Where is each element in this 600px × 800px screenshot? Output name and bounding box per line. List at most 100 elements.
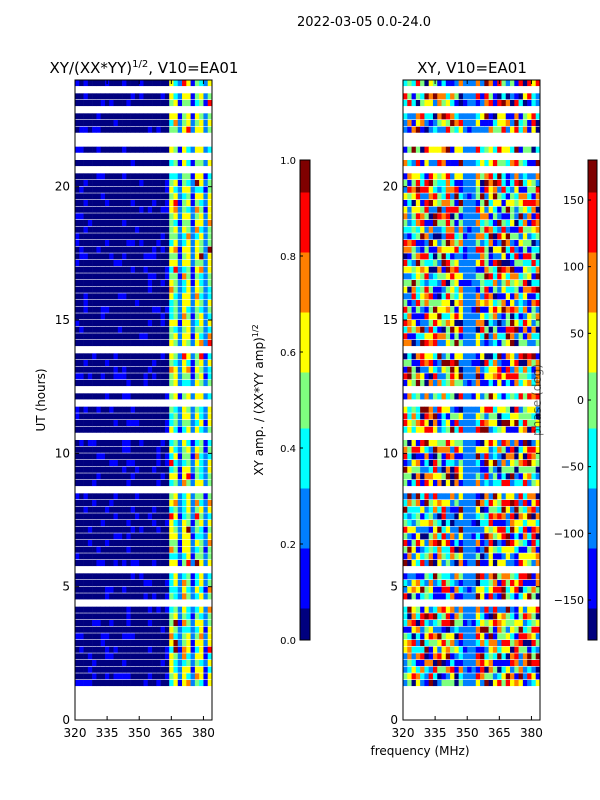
heatmap-cell <box>432 673 438 680</box>
heatmap-cell <box>467 466 472 473</box>
heatmap-cell <box>475 260 481 267</box>
heatmap-cell <box>407 560 412 567</box>
heatmap-cell <box>203 120 209 127</box>
colorbar-segment <box>300 276 310 281</box>
colorbar-segment <box>300 340 310 345</box>
heatmap-cell <box>173 173 179 180</box>
heatmap-cell <box>450 440 455 447</box>
heatmap-cell <box>458 266 464 273</box>
heatmap-cell <box>83 100 89 107</box>
heatmap-cell <box>424 633 429 640</box>
heatmap-cell <box>207 353 213 360</box>
heatmap-cell <box>160 606 166 613</box>
heatmap-cell <box>450 246 455 253</box>
heatmap-cell <box>173 200 179 207</box>
heatmap-cell <box>96 320 101 327</box>
heatmap-cell <box>186 580 191 587</box>
heatmap-cell <box>199 260 204 267</box>
heatmap-cell <box>471 673 477 680</box>
heatmap-cell <box>100 586 106 593</box>
heatmap-cell <box>152 320 157 327</box>
heatmap-cell <box>190 446 196 453</box>
heatmap-cell <box>535 233 541 240</box>
heatmap-cell <box>462 200 468 207</box>
heatmap-cell <box>199 506 204 513</box>
heatmap-cell <box>407 253 412 260</box>
heatmap-cell <box>450 180 455 187</box>
heatmap-cell <box>122 253 127 260</box>
heatmap-cell <box>527 413 532 420</box>
heatmap-cell <box>134 420 140 427</box>
heatmap-cell <box>475 646 481 653</box>
colorbar-segment <box>300 252 310 257</box>
heatmap-cell <box>480 586 485 593</box>
heatmap-cell <box>471 446 477 453</box>
heatmap-cell <box>501 233 507 240</box>
heatmap-cell <box>104 293 110 300</box>
heatmap-cell <box>488 180 494 187</box>
heatmap-cell <box>173 646 179 653</box>
heatmap-cell <box>92 606 97 613</box>
heatmap-cell <box>415 406 421 413</box>
heatmap-cell <box>156 313 161 320</box>
heatmap-cell <box>475 413 481 420</box>
heatmap-cell <box>109 80 114 87</box>
heatmap-cell <box>471 653 477 660</box>
heatmap-cell <box>518 180 524 187</box>
heatmap-cell <box>514 666 519 673</box>
heatmap-cell <box>83 546 89 553</box>
heatmap-cell <box>147 533 153 540</box>
heatmap-cell <box>462 213 468 220</box>
heatmap-cell <box>437 586 442 593</box>
heatmap-cell <box>113 100 119 107</box>
heatmap-cell <box>79 366 84 373</box>
heatmap-cell <box>471 593 477 600</box>
heatmap-cell <box>522 293 528 300</box>
heatmap-cell <box>505 666 511 673</box>
heatmap-cell <box>152 453 157 460</box>
heatmap-cell <box>441 526 447 533</box>
heatmap-cell <box>203 586 209 593</box>
colorbar-segment <box>300 568 310 573</box>
heatmap-cell <box>475 533 481 540</box>
heatmap-cell <box>480 646 485 653</box>
heatmap-cell <box>445 426 451 433</box>
heatmap-cell <box>492 280 498 287</box>
heatmap-cell <box>424 266 429 273</box>
heatmap-cell <box>497 620 502 627</box>
heatmap-cell <box>203 646 209 653</box>
heatmap-cell <box>177 220 183 227</box>
heatmap-cell <box>527 173 532 180</box>
heatmap-cell <box>194 253 200 260</box>
heatmap-cell <box>139 480 144 487</box>
heatmap-cell <box>147 280 153 287</box>
heatmap-cell <box>462 186 468 193</box>
heatmap-cell <box>173 366 179 373</box>
heatmap-cell <box>92 300 97 307</box>
heatmap-cell <box>531 626 537 633</box>
heatmap-cell <box>411 126 417 133</box>
heatmap-cell <box>134 100 140 107</box>
heatmap-cell <box>428 240 434 247</box>
heatmap-cell <box>518 413 524 420</box>
colorbar-tick-label: 1.0 <box>280 156 296 167</box>
heatmap-cell <box>497 240 502 247</box>
heatmap-cell <box>75 293 80 300</box>
heatmap-cell <box>104 646 110 653</box>
heatmap-cell <box>471 126 477 133</box>
heatmap-cell <box>92 280 97 287</box>
heatmap-cell <box>445 240 451 247</box>
heatmap-cell <box>518 573 524 580</box>
heatmap-cell <box>164 286 170 293</box>
heatmap-cell <box>207 213 213 220</box>
heatmap-cell <box>199 186 204 193</box>
heatmap-cell <box>160 666 166 673</box>
heatmap-cell <box>484 373 489 380</box>
heatmap-cell <box>437 426 442 433</box>
heatmap-cell <box>445 526 451 533</box>
heatmap-cell <box>164 646 170 653</box>
heatmap-cell <box>480 533 485 540</box>
heatmap-cell <box>92 373 97 380</box>
heatmap-cell <box>156 413 161 420</box>
heatmap-cell <box>147 240 153 247</box>
